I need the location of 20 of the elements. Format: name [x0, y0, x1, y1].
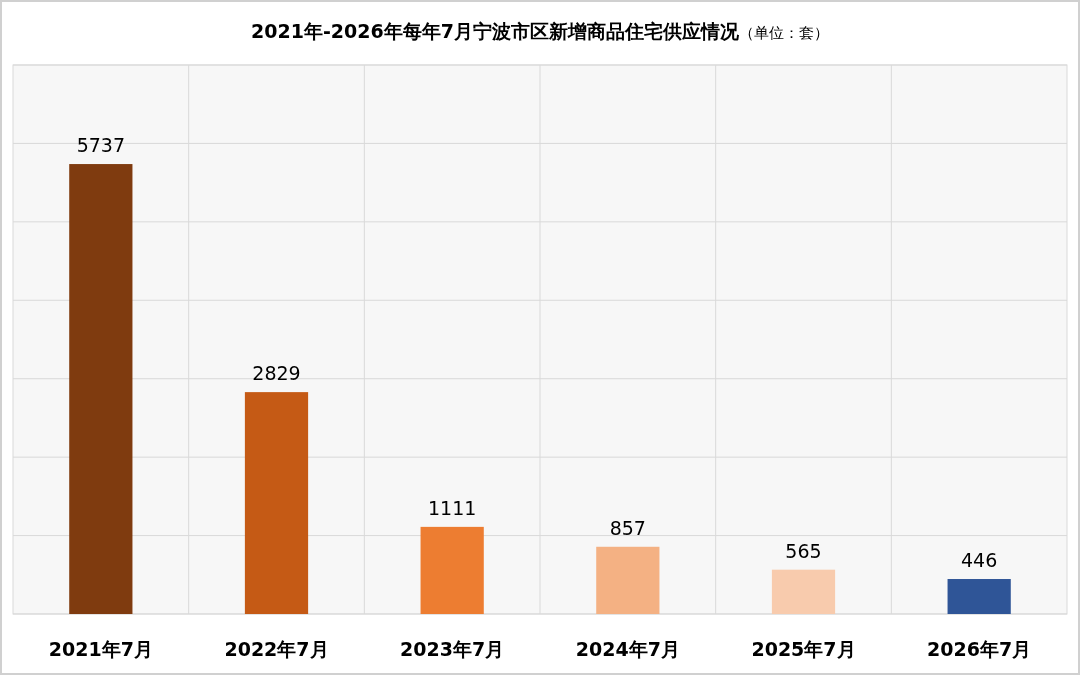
x-tick-label: 2025年7月 [751, 638, 856, 660]
bar [947, 579, 1011, 614]
data-label: 446 [961, 549, 998, 572]
data-label: 2829 [252, 362, 301, 385]
bar [69, 164, 133, 614]
x-tick-label: 2023年7月 [400, 638, 505, 660]
data-label: 1111 [427, 496, 477, 519]
title: 2021年-2026年每年7月宁波市区新增商品住宅供应情况 [251, 20, 739, 42]
bar [244, 392, 309, 614]
bar [596, 546, 660, 614]
bar [771, 569, 836, 614]
data-label: 5737 [76, 134, 126, 157]
x-tick-label: 2021年7月 [48, 638, 153, 660]
data-label: 565 [785, 539, 822, 562]
data-label: 857 [609, 516, 646, 539]
x-tick-label: 2022年7月 [224, 638, 329, 660]
bar [420, 526, 484, 614]
x-tick-label: 2024年7月 [575, 638, 680, 660]
subtitle: （单位：套） [738, 24, 829, 42]
x-tick-label: 2026年7月 [927, 638, 1032, 660]
